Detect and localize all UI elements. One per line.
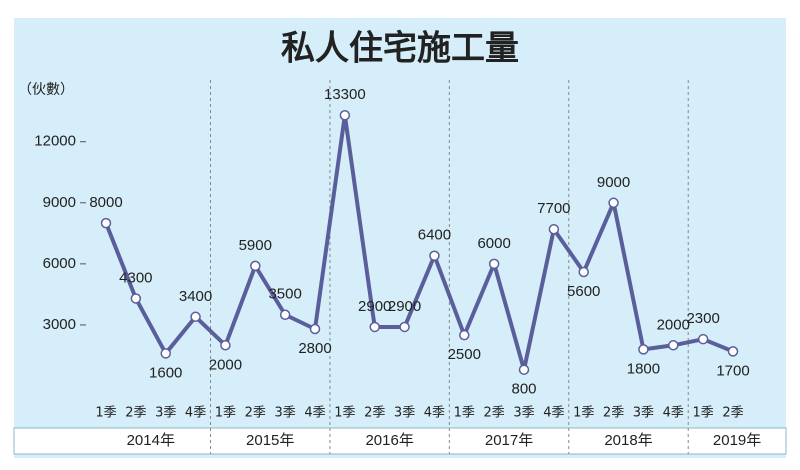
- data-point: [220, 340, 231, 351]
- data-point: [190, 311, 201, 323]
- x-tick-label: 3季: [513, 406, 534, 421]
- y-axis-label: （伙數）: [18, 82, 74, 98]
- data-point: [697, 333, 709, 345]
- x-tick-label: 2季: [245, 406, 266, 421]
- data-point: [160, 348, 171, 359]
- x-tick-label: 2季: [125, 406, 146, 421]
- data-label: 6000: [477, 235, 510, 252]
- data-point: [130, 293, 142, 304]
- data-point: [429, 250, 440, 261]
- data-point: [279, 309, 291, 320]
- data-label: 3400: [179, 288, 212, 305]
- data-point: [578, 266, 589, 278]
- y-tick-label: 6000: [43, 255, 76, 272]
- group-label: 2015年: [246, 432, 294, 449]
- chart-title: 私人住宅施工量: [281, 29, 519, 69]
- x-tick-label: 1季: [215, 406, 236, 421]
- data-point: [399, 321, 410, 333]
- data-point: [369, 321, 380, 333]
- data-point: [608, 197, 619, 209]
- data-point: [488, 258, 500, 270]
- data-point: [638, 344, 649, 355]
- data-label: 2900: [388, 298, 421, 315]
- x-tick-label: 4季: [543, 406, 564, 421]
- x-tick-label: 3季: [155, 406, 176, 421]
- x-tick-label: 3季: [633, 406, 654, 421]
- x-tick-label: 1季: [573, 406, 594, 421]
- data-label: 1600: [149, 364, 182, 381]
- group-label: 2017年: [485, 432, 533, 449]
- x-tick-label: 1季: [693, 406, 714, 421]
- data-label: 6400: [418, 227, 451, 244]
- x-tick-label: 2季: [722, 406, 743, 421]
- data-line: [104, 113, 734, 372]
- data-point: [668, 340, 679, 351]
- data-label: 3500: [268, 286, 301, 303]
- data-point: [339, 110, 351, 121]
- group-label: 2014年: [127, 432, 175, 449]
- data-point: [309, 323, 321, 335]
- data-label: 5600: [567, 283, 600, 300]
- data-label: 1800: [627, 360, 660, 377]
- data-label: 9000: [597, 174, 630, 191]
- x-tick-label: 1季: [454, 406, 475, 421]
- data-point: [548, 224, 560, 235]
- data-label: 5900: [239, 237, 272, 254]
- y-tick-label: 9000: [43, 194, 76, 211]
- group-label: 2019年: [713, 432, 761, 449]
- x-tick-label: 2季: [364, 406, 385, 421]
- data-label: 2500: [448, 346, 481, 363]
- data-point: [250, 260, 261, 272]
- x-tick-label: 4季: [304, 406, 325, 421]
- x-tick-label: 4季: [663, 406, 684, 421]
- x-tick-label: 2季: [603, 406, 624, 421]
- x-tick-label: 2季: [484, 406, 505, 421]
- data-label: 4300: [119, 269, 152, 286]
- group-label: 2018年: [604, 432, 652, 449]
- x-tick-label: 1季: [95, 406, 116, 421]
- y-tick-label: 12000: [34, 133, 76, 150]
- group-label: 2016年: [365, 432, 413, 449]
- data-label: 7700: [537, 200, 570, 217]
- data-label: 13300: [324, 86, 366, 103]
- x-tick-label: 1季: [334, 406, 355, 421]
- data-label: 2800: [298, 340, 331, 357]
- data-label: 1700: [716, 362, 749, 379]
- data-point: [100, 217, 112, 229]
- data-label: 2900: [358, 298, 391, 315]
- year-row: [13, 427, 787, 455]
- x-tick-label: 4季: [424, 406, 445, 421]
- data-point: [727, 346, 739, 357]
- y-tick-label: 3000: [43, 316, 76, 333]
- data-label: 800: [511, 381, 536, 398]
- data-label: 2000: [209, 356, 242, 373]
- data-point: [518, 364, 530, 375]
- data-label: 2300: [686, 310, 719, 327]
- data-label: 8000: [89, 194, 122, 211]
- x-tick-label: 3季: [275, 406, 296, 421]
- background: [14, 18, 786, 458]
- data-point: [459, 329, 470, 341]
- data-label: 2000: [657, 316, 690, 333]
- x-tick-label: 3季: [394, 406, 415, 421]
- x-tick-label: 4季: [185, 406, 206, 421]
